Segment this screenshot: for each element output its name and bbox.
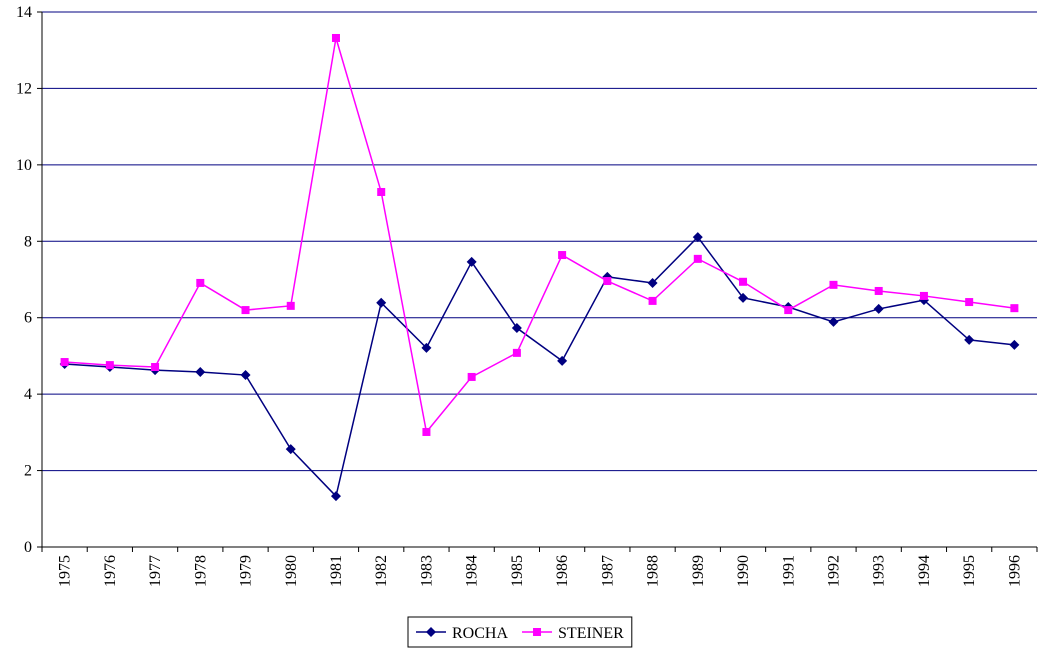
marker [1010, 304, 1019, 313]
y-tick-label: 2 [24, 463, 32, 480]
x-tick-label: 1977 [147, 555, 164, 587]
x-tick-label: 1976 [102, 555, 119, 587]
marker [511, 323, 522, 334]
marker [558, 251, 567, 260]
y-tick-label: 10 [16, 157, 32, 174]
x-tick-label: 1992 [825, 555, 842, 587]
y-tick-label: 4 [24, 386, 32, 403]
marker [376, 297, 387, 308]
marker [196, 278, 205, 287]
marker [241, 306, 250, 315]
y-tick-label: 0 [24, 539, 32, 556]
marker [422, 427, 431, 436]
marker [426, 627, 436, 637]
marker [533, 628, 542, 636]
marker [739, 277, 748, 286]
marker [467, 372, 476, 381]
y-tick-label: 6 [24, 310, 32, 327]
marker [693, 254, 702, 263]
marker [648, 296, 657, 305]
x-tick-label: 1989 [690, 555, 707, 587]
marker [466, 256, 477, 267]
marker [919, 291, 928, 300]
x-tick-label: 1981 [328, 555, 345, 587]
marker [692, 232, 703, 243]
series-line [64, 37, 1015, 434]
marker [286, 301, 295, 310]
x-tick-label: 1996 [1006, 555, 1023, 587]
marker [603, 277, 612, 286]
x-tick-label: 1995 [961, 555, 978, 587]
marker [1009, 339, 1020, 350]
y-tick-label: 8 [24, 233, 32, 250]
x-tick-label: 1975 [57, 555, 74, 587]
marker [512, 348, 521, 357]
x-tick-label: 1990 [735, 555, 752, 587]
y-tick-label: 12 [16, 80, 32, 97]
marker [331, 33, 340, 42]
x-tick-label: 1984 [464, 555, 481, 587]
marker [874, 286, 883, 295]
x-tick-label: 1979 [238, 555, 255, 587]
marker [377, 187, 386, 196]
x-tick-label: 1993 [871, 555, 888, 587]
x-tick-label: 1985 [509, 555, 526, 587]
marker [557, 355, 568, 366]
marker [873, 303, 884, 314]
marker [828, 316, 839, 327]
x-tick-label: 1991 [780, 555, 797, 587]
x-tick-label: 1983 [418, 555, 435, 587]
x-tick-label: 1994 [916, 555, 933, 587]
x-tick-label: 1988 [645, 555, 662, 587]
x-tick-label: 1982 [373, 555, 390, 587]
marker [964, 334, 975, 345]
marker [330, 491, 341, 502]
legend-label: STEINER [558, 625, 624, 642]
marker [647, 277, 658, 288]
legend-label: ROCHA [452, 625, 508, 642]
x-tick-label: 1987 [599, 555, 616, 587]
series-line [64, 235, 1015, 498]
x-tick-label: 1978 [192, 555, 209, 587]
marker [285, 444, 296, 455]
marker [60, 358, 69, 367]
marker [965, 298, 974, 307]
marker [421, 342, 432, 353]
marker [829, 280, 838, 289]
x-tick-label: 1986 [554, 555, 571, 587]
legend: ROCHA STEINER [407, 616, 633, 648]
marker [105, 361, 114, 370]
marker [151, 363, 160, 372]
legend-box [407, 616, 633, 648]
marker [738, 292, 749, 303]
marker [240, 370, 251, 381]
y-tick-label: 14 [16, 4, 32, 21]
marker [195, 366, 206, 377]
marker [784, 306, 793, 315]
x-tick-label: 1980 [283, 555, 300, 587]
